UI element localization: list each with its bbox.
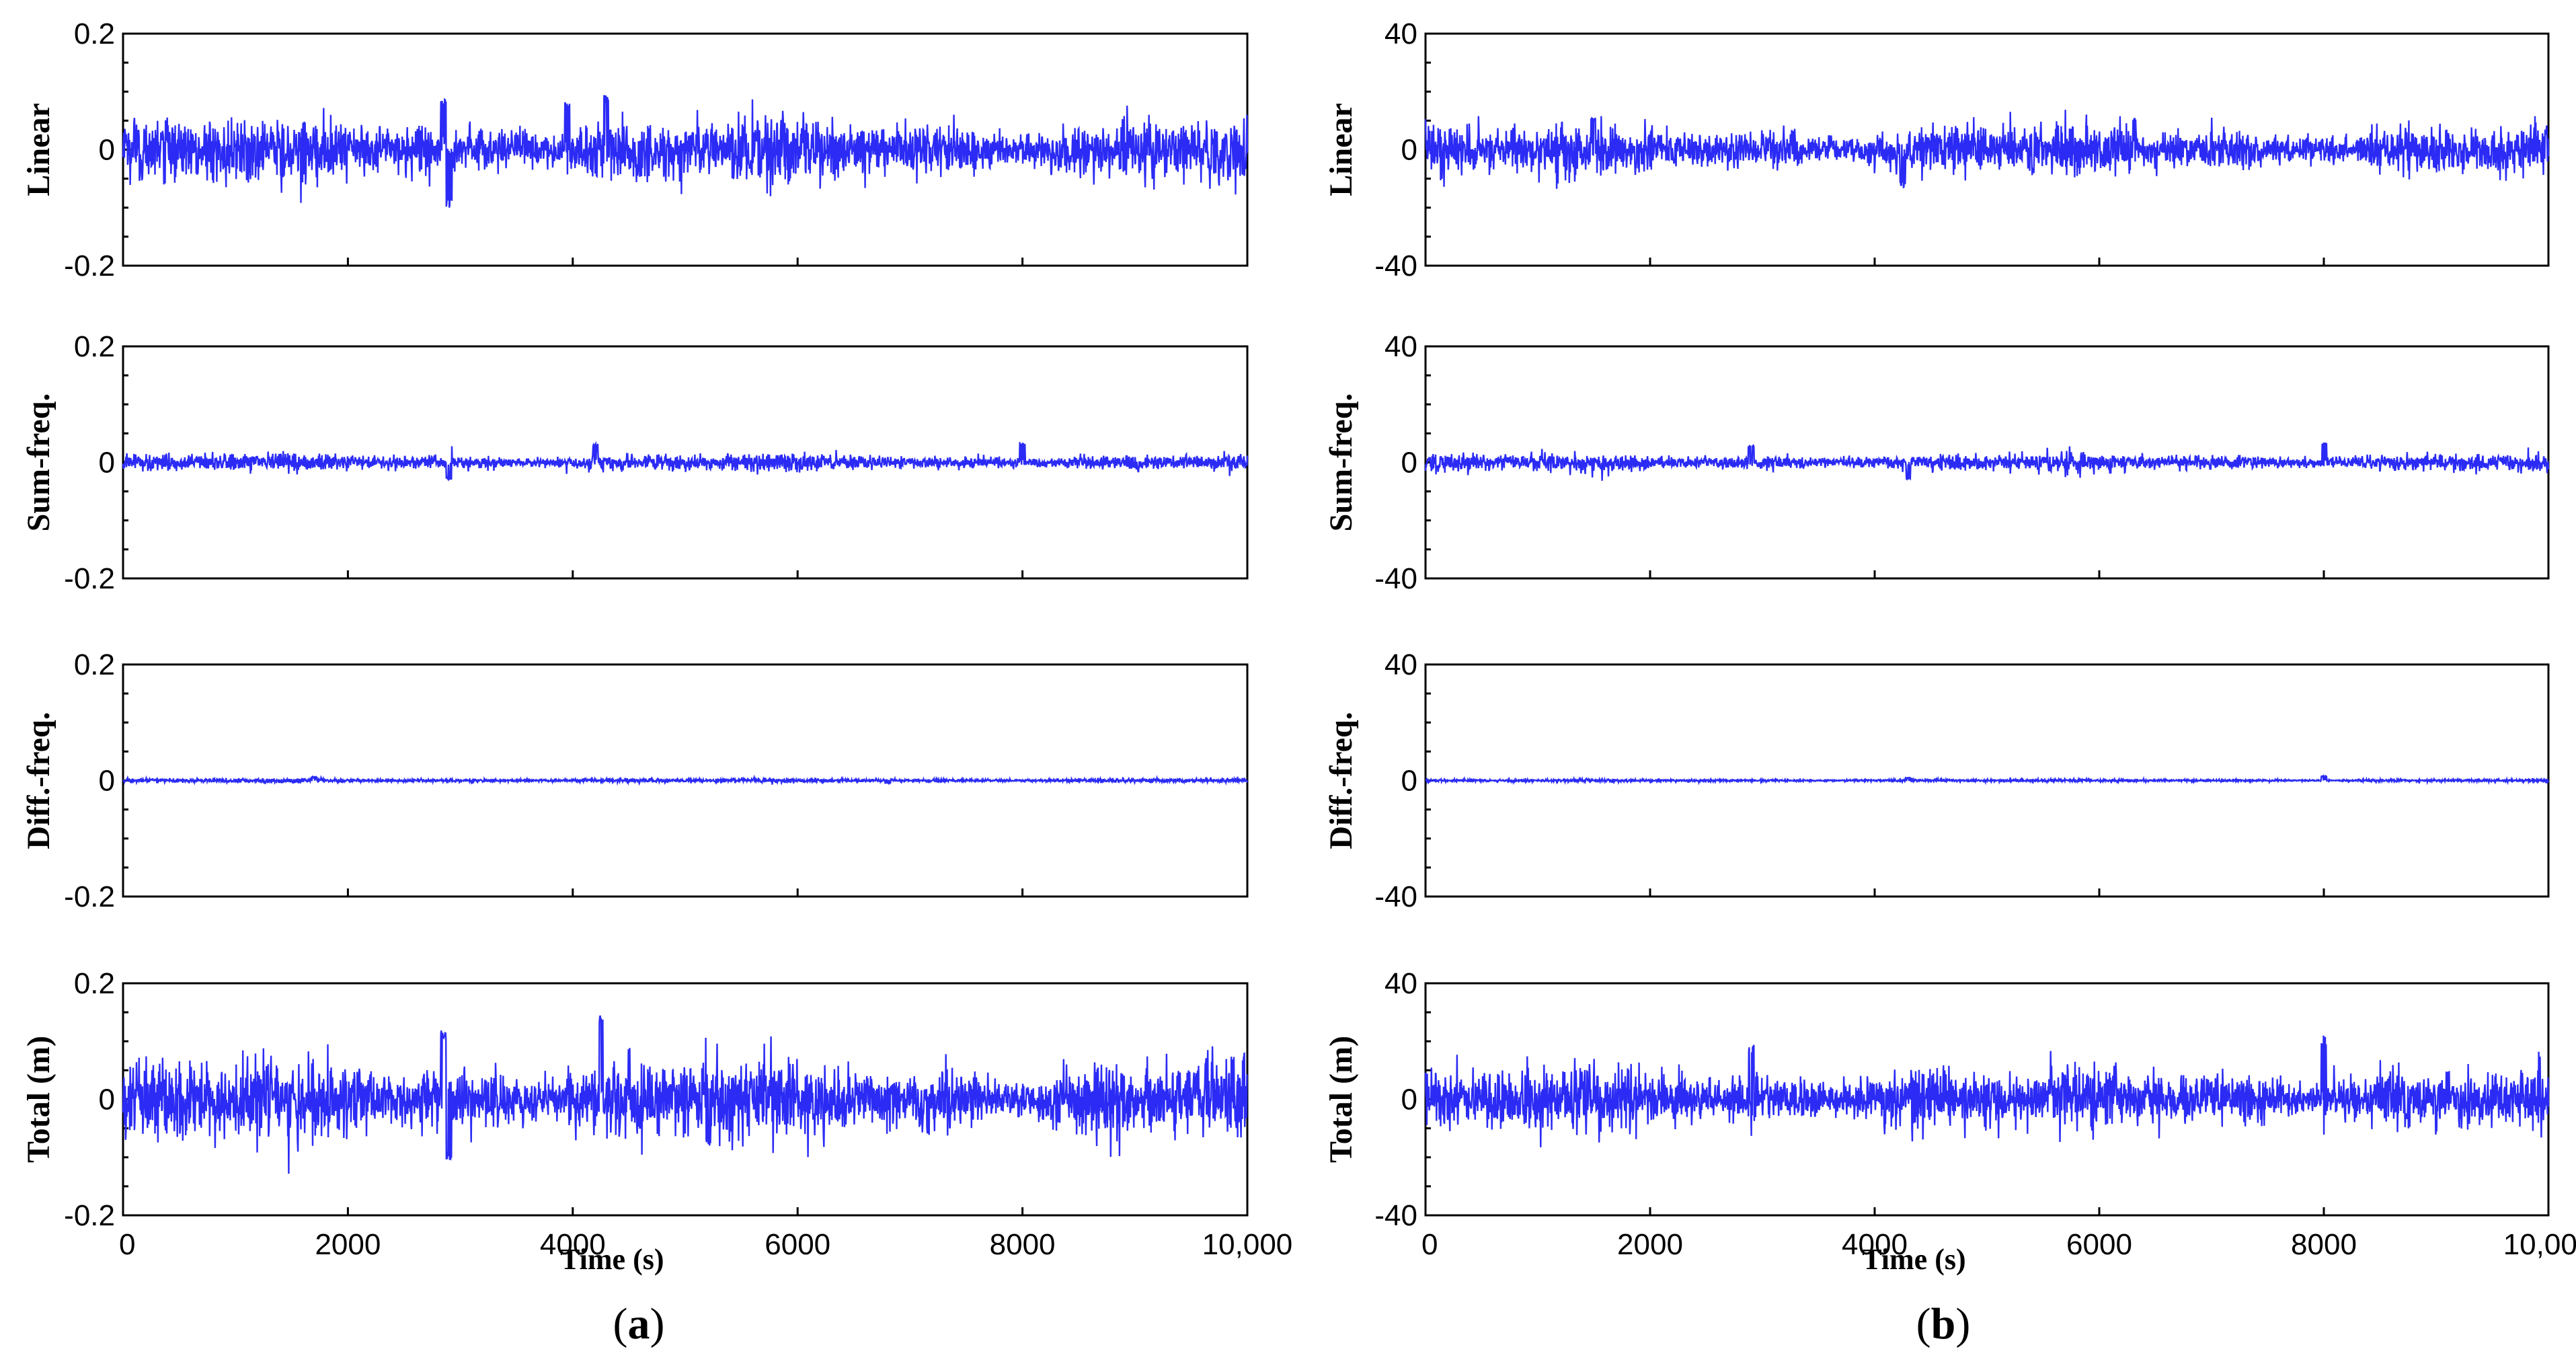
x-tick-label: 6000 bbox=[2066, 1228, 2132, 1261]
y-tick-label: 0.2 bbox=[74, 648, 115, 681]
y-tick-label: 0 bbox=[99, 134, 115, 167]
subplot-a-1: 0.2 0 -0.2 Linear bbox=[21, 17, 1249, 282]
y-axis-label: Diff.-freq. bbox=[1323, 712, 1359, 849]
y-tick-label: -0.2 bbox=[64, 250, 115, 282]
panel-caption: (b) bbox=[1916, 1299, 1971, 1348]
y-tick-label: 40 bbox=[1384, 967, 1417, 1000]
y-tick-label: 0.2 bbox=[74, 967, 115, 1000]
y-tick-label: 0 bbox=[1401, 134, 1417, 167]
y-tick-label: 0.2 bbox=[74, 17, 115, 50]
caption-paren-open: ( bbox=[1916, 1299, 1931, 1348]
y-axis-label: Sum-freq. bbox=[21, 393, 56, 532]
series-trace bbox=[122, 774, 1249, 786]
x-tick-label: 4000 bbox=[540, 1228, 606, 1261]
subplot-b-3: 40 0 -40 Diff.-freq. bbox=[1323, 648, 2550, 913]
y-tick-label: 0.2 bbox=[74, 330, 115, 363]
y-axis-label: Diff.-freq. bbox=[21, 712, 56, 849]
x-tick-label: 10,000 bbox=[1202, 1228, 1293, 1261]
y-tick-label: -0.2 bbox=[64, 562, 115, 595]
y-tick-label: 40 bbox=[1384, 17, 1417, 50]
x-axis-label: Time (s) bbox=[560, 1243, 664, 1276]
caption-paren-open: ( bbox=[613, 1299, 628, 1348]
series-trace bbox=[1425, 774, 2549, 786]
y-tick-label: -0.2 bbox=[64, 880, 115, 913]
y-axis-label: Linear bbox=[1323, 103, 1359, 196]
x-axis-label: Time (s) bbox=[1862, 1243, 1965, 1276]
panel-a: 0.20-0.2Linear0.20-0.2Sum-freq.0.20-0.2D… bbox=[21, 17, 1292, 1348]
y-tick-label: 40 bbox=[1384, 648, 1417, 681]
caption-letter: b bbox=[1931, 1299, 1956, 1348]
x-tick-label: 8000 bbox=[2291, 1228, 2357, 1261]
y-tick-label: -40 bbox=[1374, 1199, 1417, 1232]
x-tick-label: 8000 bbox=[990, 1228, 1056, 1261]
x-tick-label: 10,000 bbox=[2503, 1228, 2576, 1261]
y-axis-label: Total (m) bbox=[21, 1036, 56, 1163]
y-tick-label: 0 bbox=[1401, 1083, 1417, 1116]
y-axis-label: Linear bbox=[21, 103, 56, 196]
y-tick-label: 0 bbox=[1401, 765, 1417, 798]
y-tick-label: 0 bbox=[99, 765, 115, 798]
x-tick-label: 2000 bbox=[315, 1228, 381, 1261]
y-axis-label: Total (m) bbox=[1323, 1036, 1359, 1163]
caption-letter: a bbox=[628, 1299, 650, 1348]
y-tick-label: 0 bbox=[99, 447, 115, 480]
series-trace bbox=[1424, 442, 2550, 481]
series-trace bbox=[122, 1015, 1249, 1174]
caption-paren-close: ) bbox=[1955, 1299, 1970, 1348]
y-tick-label: -0.2 bbox=[64, 1199, 115, 1232]
x-tick-label: 2000 bbox=[1617, 1228, 1683, 1261]
series-trace bbox=[122, 441, 1249, 482]
x-tick-label: 4000 bbox=[1842, 1228, 1908, 1261]
y-axis-label: Sum-freq. bbox=[1323, 393, 1359, 532]
y-tick-label: -40 bbox=[1374, 880, 1417, 913]
x-tick-label: 0 bbox=[1421, 1228, 1438, 1261]
panel-caption: (a) bbox=[613, 1299, 665, 1348]
x-tick-label: 6000 bbox=[765, 1228, 830, 1261]
y-tick-label: -40 bbox=[1374, 562, 1417, 595]
caption-paren-close: ) bbox=[650, 1299, 665, 1348]
series-trace bbox=[1424, 110, 2550, 189]
x-tick-label: 0 bbox=[119, 1228, 135, 1261]
y-tick-label: 0 bbox=[99, 1083, 115, 1116]
panel-b: 400-40Linear400-40Sum-freq.400-40Diff.-f… bbox=[1323, 17, 2576, 1348]
y-tick-label: 40 bbox=[1384, 330, 1417, 363]
subplot-b-2: 40 0 -40 Sum-freq. bbox=[1323, 330, 2550, 595]
y-tick-label: -40 bbox=[1374, 250, 1417, 282]
series-trace bbox=[1424, 1035, 2550, 1147]
series-trace bbox=[122, 95, 1249, 208]
subplot-b-1: 40 0 -40 Linear bbox=[1323, 17, 2550, 282]
y-tick-label: 0 bbox=[1401, 447, 1417, 480]
